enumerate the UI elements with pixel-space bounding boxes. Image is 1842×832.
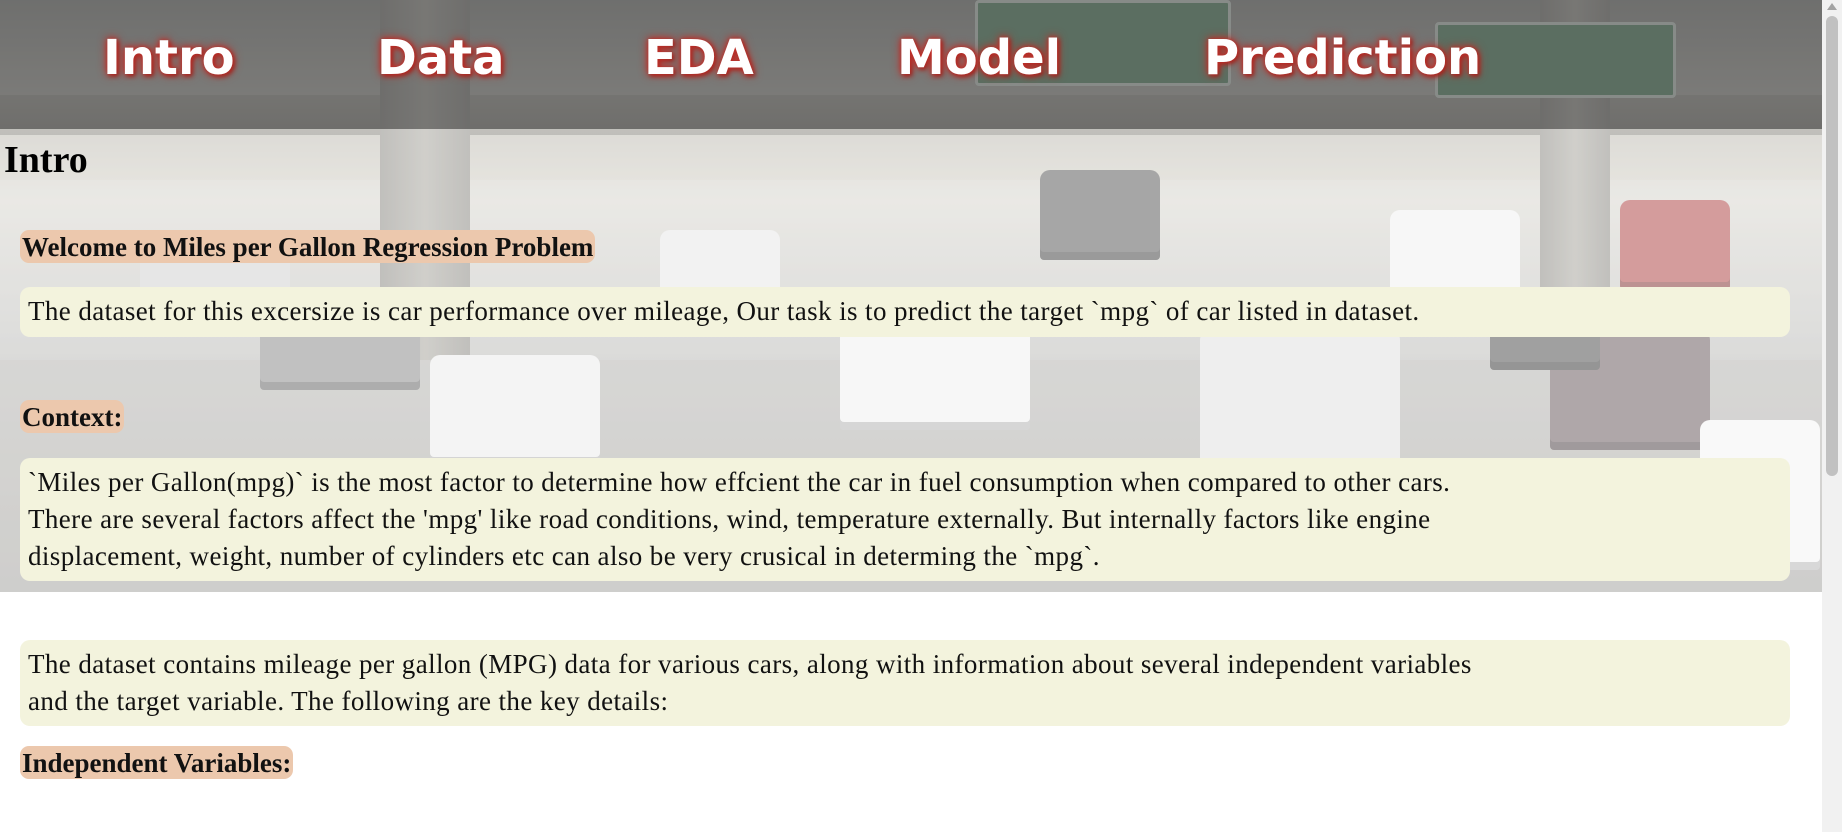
nav-link-intro[interactable]: Intro <box>103 30 235 86</box>
page-title: Intro <box>4 139 88 181</box>
vertical-scrollbar[interactable] <box>1822 0 1842 832</box>
scrollbar-thumb[interactable] <box>1826 16 1838 476</box>
welcome-label: Welcome to Miles per Gallon Regression P… <box>20 230 596 263</box>
nav-link-data[interactable]: Data <box>377 30 505 86</box>
scroll-up-arrow-icon[interactable] <box>1827 3 1837 10</box>
context-text-box: `Miles per Gallon(mpg)` is the most fact… <box>20 458 1790 581</box>
nav-link-model[interactable]: Model <box>897 30 1062 86</box>
dataset-text-line-2: and the target variable. The following a… <box>28 686 669 716</box>
welcome-text-box: The dataset for this excersize is car pe… <box>20 287 1790 337</box>
nav-link-prediction[interactable]: Prediction <box>1204 30 1482 86</box>
independent-variables-label: Independent Variables: <box>20 746 294 779</box>
dataset-description-box: The dataset contains mileage per gallon … <box>20 640 1790 726</box>
context-text-line-2: There are several factors affect the 'mp… <box>28 504 1431 534</box>
context-text-line-1: `Miles per Gallon(mpg)` is the most fact… <box>28 467 1451 497</box>
dataset-text-line-1: The dataset contains mileage per gallon … <box>28 649 1472 679</box>
context-label: Context: <box>20 400 125 433</box>
top-navbar <box>0 0 1822 129</box>
context-text-line-3: displacement, weight, number of cylinder… <box>28 541 1100 571</box>
welcome-text: The dataset for this excersize is car pe… <box>28 296 1420 326</box>
nav-link-eda[interactable]: EDA <box>644 30 754 86</box>
